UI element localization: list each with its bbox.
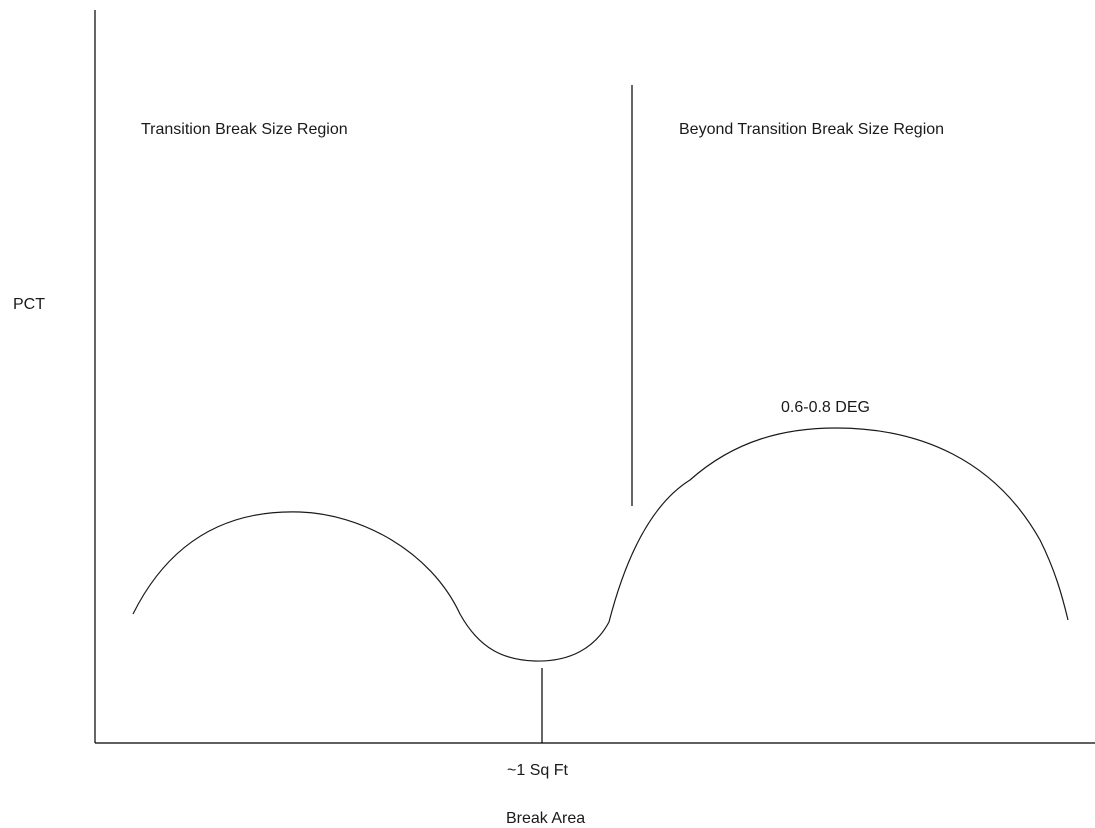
- left-region-label: Transition Break Size Region: [141, 121, 348, 138]
- right-region-label: Beyond Transition Break Size Region: [679, 121, 944, 138]
- y-axis-label: PCT: [13, 296, 45, 313]
- x-axis-label: Break Area: [506, 810, 585, 827]
- pct-curve: [132, 427, 1069, 662]
- marker-label: ~1 Sq Ft: [507, 762, 568, 779]
- peak-annotation: 0.6-0.8 DEG: [781, 399, 870, 416]
